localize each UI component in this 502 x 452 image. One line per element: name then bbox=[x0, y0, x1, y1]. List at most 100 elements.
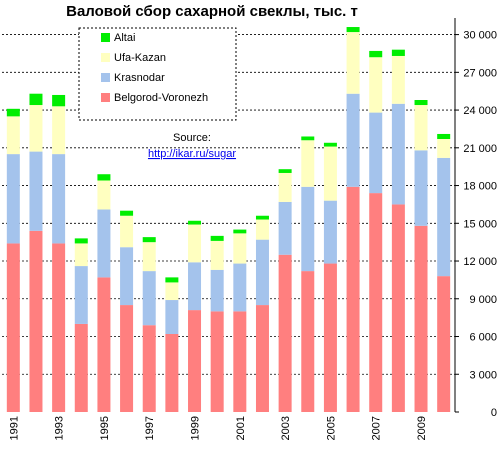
x-tick-label: 2003 bbox=[280, 416, 292, 440]
legend-swatch-krasnodar bbox=[101, 73, 110, 82]
bar-segment-krasnodar-2000 bbox=[210, 269, 224, 312]
x-tick-label: 2005 bbox=[325, 416, 337, 440]
bar-segment-krasnodar-2009 bbox=[414, 150, 428, 226]
legend-label-ufa-kazan: Ufa-Kazan bbox=[114, 52, 166, 64]
bar-segment-altai-1992 bbox=[29, 93, 43, 106]
bar-segment-altai-2010 bbox=[437, 133, 451, 139]
bar-segment-altai-1996 bbox=[120, 210, 134, 216]
bar-segment-belgorod-voronezh-2004 bbox=[301, 271, 315, 412]
bar-segment-ufa-kazan-2004 bbox=[301, 140, 315, 187]
bar-segment-altai-2007 bbox=[369, 50, 383, 58]
bar-segment-altai-1993 bbox=[52, 94, 66, 107]
bar-segment-ufa-kazan-2002 bbox=[255, 219, 269, 240]
bar-segment-belgorod-voronezh-1997 bbox=[142, 325, 156, 412]
bar-segment-ufa-kazan-2003 bbox=[278, 172, 292, 202]
x-tick-label: 1991 bbox=[8, 416, 20, 440]
bar-segment-ufa-kazan-2000 bbox=[210, 240, 224, 270]
bar-segment-krasnodar-1995 bbox=[97, 209, 111, 278]
bar-segment-altai-2009 bbox=[414, 100, 428, 106]
bar-segment-altai-2008 bbox=[391, 49, 405, 56]
bar-segment-altai-2006 bbox=[346, 27, 360, 33]
legend-swatch-belgorod-voronezh bbox=[101, 93, 110, 102]
bar-segment-krasnodar-2001 bbox=[233, 263, 247, 312]
x-tick-label: 2001 bbox=[235, 416, 247, 440]
bar-segment-krasnodar-2010 bbox=[437, 157, 451, 277]
bar-segment-ufa-kazan-2001 bbox=[233, 233, 247, 264]
bar-segment-krasnodar-1996 bbox=[120, 247, 134, 306]
bar-segment-ufa-kazan-1998 bbox=[165, 282, 179, 301]
bar-segment-krasnodar-1998 bbox=[165, 300, 179, 334]
bar-segment-ufa-kazan-2007 bbox=[369, 57, 383, 113]
bar-segment-krasnodar-2008 bbox=[391, 103, 405, 205]
bar-segment-belgorod-voronezh-1993 bbox=[52, 243, 66, 412]
bar-segment-belgorod-voronezh-2008 bbox=[391, 204, 405, 412]
bar-segment-ufa-kazan-1997 bbox=[142, 242, 156, 272]
bar-segment-ufa-kazan-1991 bbox=[6, 116, 20, 155]
bar-segment-belgorod-voronezh-2002 bbox=[255, 305, 269, 412]
source-link[interactable]: http://ikar.ru/sugar bbox=[148, 148, 236, 160]
bar-segment-belgorod-voronezh-2007 bbox=[369, 193, 383, 412]
bar-segment-altai-1995 bbox=[97, 174, 111, 181]
bar-segment-belgorod-voronezh-2010 bbox=[437, 276, 451, 412]
y-tick-label: 12 000 bbox=[463, 256, 497, 268]
bar-segment-altai-2004 bbox=[301, 136, 315, 141]
bar-segment-krasnodar-1991 bbox=[6, 154, 20, 244]
bar-segment-altai-1997 bbox=[142, 237, 156, 243]
y-tick-label: 30 000 bbox=[463, 30, 497, 42]
bar-segment-belgorod-voronezh-1994 bbox=[74, 323, 88, 412]
bar-segment-krasnodar-1999 bbox=[188, 262, 202, 311]
y-tick-label: 24 000 bbox=[463, 105, 497, 117]
bar-segment-altai-2001 bbox=[233, 229, 247, 234]
bar-segment-ufa-kazan-2006 bbox=[346, 32, 360, 94]
x-axis-ticks: 1991 1993 1995 1997 1999 2001 2003 2005 2007 2009 bbox=[8, 416, 428, 440]
bar-segment-ufa-kazan-1996 bbox=[120, 215, 134, 248]
bar-segment-krasnodar-1997 bbox=[142, 271, 156, 326]
y-tick-label: 27 000 bbox=[463, 67, 497, 79]
source-label: Source: bbox=[173, 132, 211, 144]
y-axis-ticks: 0 3 000 6 000 9 000 12 000 15 000 18 000 21 000… bbox=[455, 30, 497, 419]
bar-segment-krasnodar-1993 bbox=[52, 154, 66, 244]
bar-segment-belgorod-voronezh-1992 bbox=[29, 230, 43, 412]
bar-segment-ufa-kazan-1993 bbox=[52, 106, 66, 155]
y-tick-label: 21 000 bbox=[463, 143, 497, 155]
bar-segment-belgorod-voronezh-1995 bbox=[97, 277, 111, 412]
bar-segment-altai-2005 bbox=[323, 142, 337, 147]
bar-segment-altai-2000 bbox=[210, 235, 224, 241]
bar-segment-krasnodar-1994 bbox=[74, 266, 88, 324]
x-tick-label: 2009 bbox=[416, 416, 428, 440]
bar-segment-ufa-kazan-2010 bbox=[437, 139, 451, 158]
bar-segment-krasnodar-2005 bbox=[323, 200, 337, 264]
x-tick-label: 2007 bbox=[371, 416, 383, 440]
bar-segment-altai-1998 bbox=[165, 277, 179, 283]
chart-title: Валовой сбор сахарной свеклы, тыс. т bbox=[66, 3, 358, 20]
bar-segment-belgorod-voronezh-2009 bbox=[414, 225, 428, 412]
x-tick-label: 1997 bbox=[144, 416, 156, 440]
bar-segment-ufa-kazan-2008 bbox=[391, 55, 405, 104]
bar-segment-altai-2002 bbox=[255, 215, 269, 220]
bar-segment-belgorod-voronezh-2001 bbox=[233, 311, 247, 412]
bar-segment-ufa-kazan-1995 bbox=[97, 180, 111, 210]
bar-segment-ufa-kazan-1999 bbox=[188, 224, 202, 263]
bar-segment-ufa-kazan-1994 bbox=[74, 243, 88, 267]
legend-label-altai: Altai bbox=[114, 32, 135, 44]
legend-swatch-altai bbox=[101, 33, 110, 42]
x-tick-label: 1999 bbox=[190, 416, 202, 440]
bar-segment-altai-1991 bbox=[6, 108, 20, 117]
bar-segment-ufa-kazan-2009 bbox=[414, 105, 428, 151]
bar-segment-belgorod-voronezh-2003 bbox=[278, 254, 292, 412]
bar-segment-krasnodar-2003 bbox=[278, 201, 292, 255]
legend-label-krasnodar: Krasnodar bbox=[114, 72, 165, 84]
x-tick-label: 1993 bbox=[54, 416, 66, 440]
legend: Altai Ufa-Kazan Krasnodar Belgorod-Voronezh bbox=[78, 27, 237, 121]
y-tick-label: 6 000 bbox=[469, 332, 497, 344]
bar-segment-belgorod-voronezh-2000 bbox=[210, 311, 224, 412]
bar-segment-belgorod-voronezh-1991 bbox=[6, 243, 20, 412]
y-tick-label: 3 000 bbox=[469, 369, 497, 381]
legend-label-belgorod-voronezh: Belgorod-Voronezh bbox=[114, 92, 208, 104]
y-tick-label: 15 000 bbox=[463, 218, 497, 230]
bar-segment-belgorod-voronezh-1999 bbox=[188, 310, 202, 412]
y-tick-label: 0 bbox=[491, 407, 497, 419]
bar-segment-ufa-kazan-2005 bbox=[323, 146, 337, 201]
bar-segment-belgorod-voronezh-1998 bbox=[165, 334, 179, 412]
